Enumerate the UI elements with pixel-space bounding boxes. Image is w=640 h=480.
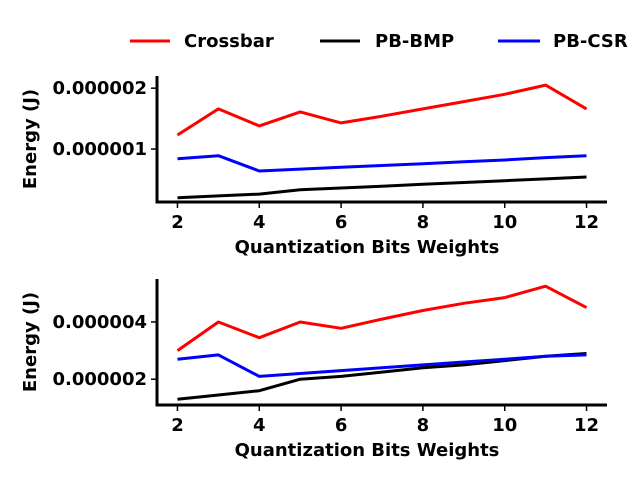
x-tick-label: 6 [335, 415, 348, 436]
x-axis-label: Quantization Bits Weights [235, 440, 500, 461]
y-tick-label: 0.000002 [52, 78, 147, 99]
legend-label-0: Crossbar [184, 31, 274, 52]
top-chart-panel: 2 4 6 8 10 12 0.000001 0.000002 Quantization Bit… [20, 76, 607, 258]
y-axis-label: Energy (J) [20, 292, 41, 392]
series-line-pb-bmp [177, 175, 587, 200]
x-tick-label: 2 [171, 212, 184, 233]
x-tick-label: 2 [171, 415, 184, 436]
series-line-pb-bmp [177, 352, 587, 401]
series-line-pb-csr [177, 154, 587, 173]
y-tick-label: 0.000002 [52, 369, 147, 390]
x-tick-label: 4 [253, 212, 266, 233]
legend: Crossbar PB-BMP PB-CSR [130, 31, 628, 52]
x-tick-label: 8 [417, 415, 430, 436]
bottom-chart-panel: 2 4 6 8 10 12 0.000002 0.000004 Quantization Bit… [20, 279, 607, 461]
y-tick-label: 0.000004 [52, 312, 147, 333]
legend-label-2: PB-CSR [553, 31, 628, 52]
x-tick-label: 10 [492, 415, 517, 436]
y-axis-label: Energy (J) [20, 89, 41, 189]
x-tick-label: 12 [574, 415, 599, 436]
series-line-pb-csr [177, 353, 587, 378]
y-tick-label: 0.000001 [52, 139, 147, 160]
x-tick-label: 10 [492, 212, 517, 233]
series-line-crossbar [176, 284, 588, 352]
x-axis-label: Quantization Bits Weights [235, 237, 500, 258]
series-line-crossbar [176, 83, 588, 137]
x-tick-label: 6 [335, 212, 348, 233]
x-tick-label: 12 [574, 212, 599, 233]
x-tick-label: 4 [253, 415, 266, 436]
legend-label-1: PB-BMP [375, 31, 454, 52]
x-tick-label: 8 [417, 212, 430, 233]
